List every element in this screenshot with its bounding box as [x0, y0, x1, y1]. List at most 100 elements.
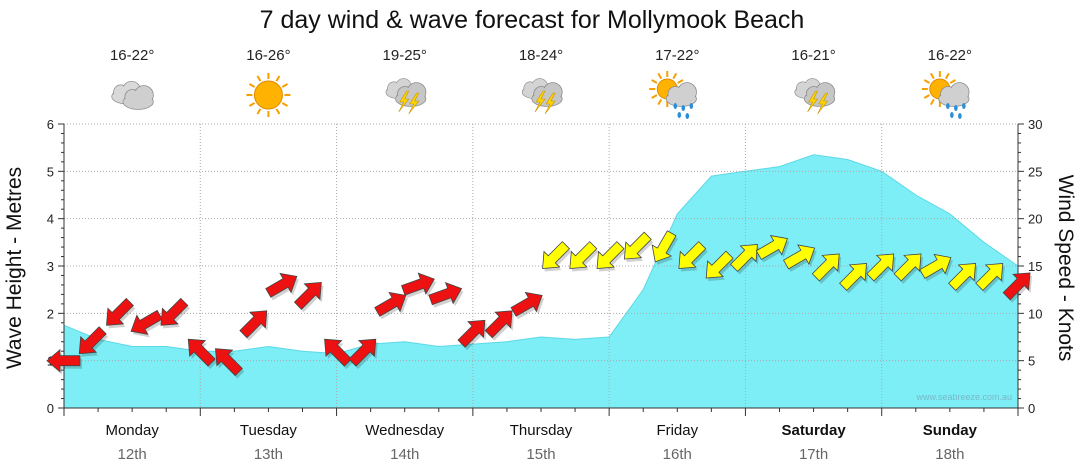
rain-drop: [950, 112, 954, 118]
day-name-label: Wednesday: [365, 422, 444, 439]
day-name-label: Friday: [656, 422, 698, 439]
y-right-tick-label: 30: [1028, 117, 1042, 132]
rain-drop: [685, 113, 690, 119]
wind-arrow-shape: [975, 263, 1004, 291]
rain-drop: [677, 112, 682, 118]
cloud-shape: [122, 85, 154, 110]
day-name-label: Tuesday: [240, 422, 297, 439]
wind-arrow-shape: [374, 291, 407, 317]
wind-arrow: [1002, 272, 1033, 303]
wind-arrow-shape: [187, 338, 216, 367]
wind-arrow-shape: [457, 319, 486, 348]
day-date-label: 12th: [118, 446, 147, 463]
rain-drop: [681, 105, 686, 111]
rain-drop: [958, 113, 962, 119]
chart-title: 7 day wind & wave forecast for Mollymook…: [260, 6, 805, 34]
y-right-tick-label: 0: [1028, 401, 1035, 416]
wind-arrow: [215, 348, 245, 379]
wind-arrow: [265, 272, 299, 301]
wind-arrow-shape: [839, 263, 867, 291]
wind-arrow: [542, 241, 572, 272]
rain-drop: [946, 103, 950, 109]
lightning-bolt: [544, 92, 556, 115]
wind-arrow-shape: [401, 272, 435, 296]
lightning-bolt: [534, 90, 546, 113]
rain-drop: [962, 103, 966, 109]
y-left-tick-label: 3: [47, 259, 54, 274]
wind-arrow-shape: [866, 253, 895, 282]
wind-arrow: [160, 297, 190, 329]
wind-arrow: [428, 282, 464, 308]
wind-arrow-shape: [293, 281, 322, 310]
wind-arrow: [678, 241, 708, 272]
temperature-label: 19-25°: [383, 47, 427, 64]
wind-arrow-shape: [160, 297, 189, 326]
wind-arrow: [975, 263, 1005, 294]
weather-row: 16-22° 16-26° 19-25° 18-24° 17-22° 16-21° 16-2…: [110, 47, 972, 119]
day-name-label: Saturday: [781, 422, 846, 439]
y-left-tick-label: 4: [47, 212, 54, 227]
y-left-tick-label: 0: [47, 401, 54, 416]
wind-arrow-shape: [948, 263, 976, 291]
wind-arrow-shape: [265, 272, 298, 298]
day-name-label: Monday: [105, 422, 159, 439]
temperature-label: 18-24°: [519, 47, 563, 64]
y-right-tick-label: 15: [1028, 259, 1042, 274]
thunderstorm-icon: [521, 78, 563, 115]
wind-arrow: [623, 231, 654, 263]
wind-arrow: [705, 250, 736, 282]
wind-arrow: [187, 338, 218, 370]
wind-arrow-shape: [130, 309, 163, 335]
cloud-shape: [938, 82, 970, 107]
y-right-tick-label: 5: [1028, 354, 1035, 369]
wind-arrow: [293, 281, 324, 313]
day-name-label: Thursday: [510, 422, 573, 439]
wind-arrow-shape: [78, 326, 107, 355]
sun-shape: [246, 73, 291, 117]
wind-arrow-shape: [428, 282, 463, 306]
day-date-label: 16th: [663, 446, 692, 463]
wind-arrow-shape: [324, 338, 353, 367]
day-date-label: 14th: [390, 446, 419, 463]
wind-arrow: [348, 338, 378, 370]
temperature-label: 16-21°: [791, 47, 835, 64]
wind-arrow: [569, 241, 599, 272]
y-left-tick-label: 6: [47, 117, 54, 132]
wind-arrow: [324, 338, 354, 370]
wind-arrow: [839, 263, 869, 294]
sun-rain-icon: [649, 71, 697, 119]
rain-drop: [673, 103, 678, 109]
wind-arrow: [510, 291, 545, 320]
temperature-label: 16-22°: [110, 47, 154, 64]
wind-arrow-shape: [106, 297, 134, 326]
wind-arrow: [46, 348, 82, 375]
day-date-label: 13th: [254, 446, 283, 463]
wind-arrow-shape: [755, 235, 788, 260]
temperature-label: 16-26°: [246, 47, 290, 64]
thunderstorm-icon: [385, 78, 427, 115]
wind-arrow: [729, 244, 760, 275]
day-date-label: 17th: [799, 446, 828, 463]
cloudy-icon: [111, 80, 154, 110]
wind-arrow: [811, 253, 842, 284]
sunny-icon: [246, 73, 291, 117]
wind-arrow-shape: [705, 250, 734, 279]
lightning-bolt: [817, 92, 829, 115]
y-right-tick-label: 25: [1028, 164, 1042, 179]
wind-arrow-shape: [651, 230, 677, 263]
wind-arrow-shape: [623, 231, 652, 260]
watermark-text: www.seabreeze.com.au: [915, 392, 1012, 402]
wind-arrow: [239, 310, 269, 341]
wind-arrow-shape: [46, 348, 81, 373]
wind-arrow-shape: [811, 253, 840, 282]
wind-arrow-shape: [239, 310, 268, 339]
wind-arrow-shape: [893, 253, 922, 282]
wind-arrow: [755, 235, 790, 263]
wind-arrow: [374, 291, 408, 320]
wind-arrow: [596, 241, 626, 272]
wind-arrow: [484, 310, 515, 341]
sun-rain-icon: [921, 71, 970, 119]
lightning-bolt: [807, 90, 819, 113]
